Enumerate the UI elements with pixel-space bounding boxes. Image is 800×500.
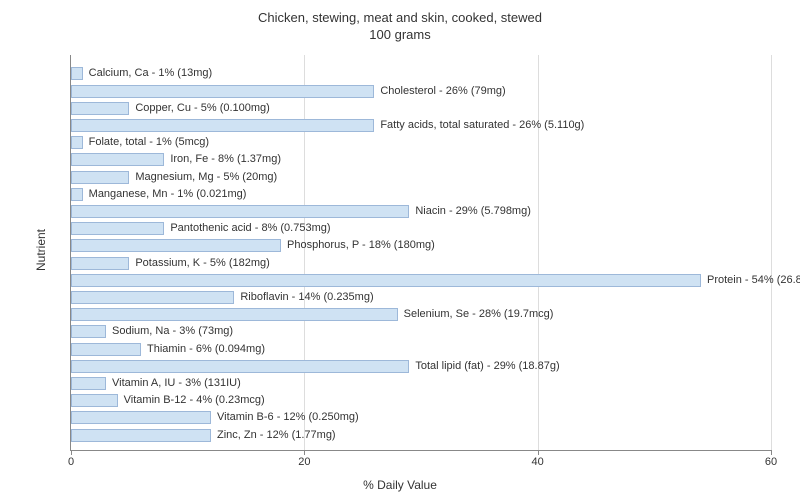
x-tick-mark — [538, 450, 539, 455]
x-tick-label: 60 — [765, 456, 777, 468]
nutrient-bar-label: Vitamin B-6 - 12% (0.250mg) — [217, 411, 359, 424]
nutrient-bar-label: Protein - 54% (26.88g) — [707, 274, 800, 287]
nutrient-bar — [71, 153, 164, 166]
nutrient-bar-label: Riboflavin - 14% (0.235mg) — [240, 291, 373, 304]
x-tick-mark — [71, 450, 72, 455]
nutrient-bar-label: Calcium, Ca - 1% (13mg) — [89, 67, 212, 80]
nutrient-bar — [71, 360, 409, 373]
nutrient-bar — [71, 102, 129, 115]
nutrient-bar — [71, 377, 106, 390]
title-line-1: Chicken, stewing, meat and skin, cooked,… — [258, 10, 542, 25]
title-line-2: 100 grams — [369, 27, 430, 42]
nutrient-bar-label: Selenium, Se - 28% (19.7mcg) — [404, 308, 554, 321]
nutrient-bar-label: Folate, total - 1% (5mcg) — [89, 136, 209, 149]
nutrient-bar — [71, 274, 701, 287]
y-axis-label: Nutrient — [34, 229, 48, 271]
chart-title: Chicken, stewing, meat and skin, cooked,… — [0, 0, 800, 44]
nutrient-bar — [71, 171, 129, 184]
nutrient-bar — [71, 205, 409, 218]
nutrient-bar-label: Manganese, Mn - 1% (0.021mg) — [89, 188, 247, 201]
nutrient-bar — [71, 119, 374, 132]
nutrient-bar — [71, 188, 83, 201]
x-tick-mark — [771, 450, 772, 455]
nutrient-bar — [71, 85, 374, 98]
nutrient-bar — [71, 257, 129, 270]
x-tick-label: 20 — [298, 456, 310, 468]
nutrient-bar — [71, 429, 211, 442]
gridline — [771, 55, 772, 450]
gridline — [304, 55, 305, 450]
nutrient-bar-label: Zinc, Zn - 12% (1.77mg) — [217, 429, 336, 442]
nutrient-bar — [71, 308, 398, 321]
x-tick-label: 40 — [532, 456, 544, 468]
nutrient-bar-label: Vitamin B-12 - 4% (0.23mcg) — [124, 394, 265, 407]
nutrient-bar-label: Cholesterol - 26% (79mg) — [380, 85, 505, 98]
nutrient-bar-label: Copper, Cu - 5% (0.100mg) — [135, 102, 270, 115]
nutrient-bar — [71, 222, 164, 235]
x-tick-label: 0 — [68, 456, 74, 468]
nutrient-bar — [71, 394, 118, 407]
gridline — [538, 55, 539, 450]
nutrient-bar-label: Pantothenic acid - 8% (0.753mg) — [170, 222, 330, 235]
nutrient-bar-label: Phosphorus, P - 18% (180mg) — [287, 239, 435, 252]
nutrient-bar-label: Niacin - 29% (5.798mg) — [415, 205, 531, 218]
nutrient-bar-label: Thiamin - 6% (0.094mg) — [147, 343, 265, 356]
nutrient-bar — [71, 325, 106, 338]
nutrient-bar-label: Iron, Fe - 8% (1.37mg) — [170, 153, 281, 166]
nutrient-bar — [71, 343, 141, 356]
nutrient-bar — [71, 291, 234, 304]
nutrient-bar — [71, 136, 83, 149]
nutrient-bar-label: Sodium, Na - 3% (73mg) — [112, 325, 233, 338]
nutrient-bar-label: Vitamin A, IU - 3% (131IU) — [112, 377, 241, 390]
nutrient-bar — [71, 239, 281, 252]
x-tick-mark — [304, 450, 305, 455]
nutrient-chart: Chicken, stewing, meat and skin, cooked,… — [0, 0, 800, 500]
nutrient-bar-label: Potassium, K - 5% (182mg) — [135, 257, 270, 270]
plot-area: 0204060Calcium, Ca - 1% (13mg)Cholestero… — [70, 55, 771, 451]
x-axis-label: % Daily Value — [363, 478, 437, 492]
nutrient-bar — [71, 411, 211, 424]
nutrient-bar-label: Total lipid (fat) - 29% (18.87g) — [415, 360, 559, 373]
nutrient-bar-label: Fatty acids, total saturated - 26% (5.11… — [380, 119, 584, 132]
nutrient-bar — [71, 67, 83, 80]
nutrient-bar-label: Magnesium, Mg - 5% (20mg) — [135, 171, 277, 184]
